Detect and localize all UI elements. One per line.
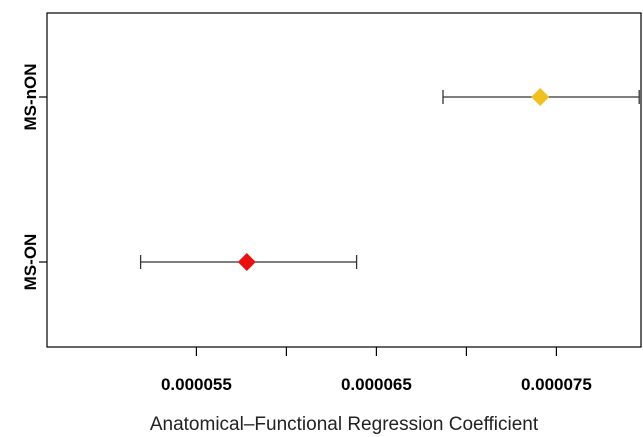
x-tick-label: 0.000055	[161, 375, 232, 394]
y-axis: MS-nON MS-ON	[21, 63, 47, 290]
data-marks	[139, 88, 640, 271]
estimate-marker-ms-non	[531, 88, 550, 106]
y-category-label: MS-nON	[21, 63, 40, 130]
plot-frame	[46, 12, 642, 348]
x-tick-label: 0.000065	[341, 375, 412, 394]
estimate-marker-ms-on	[237, 253, 256, 271]
x-tick-label: 0.000075	[521, 375, 592, 394]
x-axis: 0.000055 0.000065 0.000075	[161, 347, 592, 394]
y-category-label: MS-ON	[21, 234, 40, 291]
error-bar-ms-non	[442, 88, 640, 106]
x-axis-title: Anatomical–Functional Regression Coeffic…	[150, 414, 539, 435]
error-bar-ms-on	[139, 253, 358, 271]
